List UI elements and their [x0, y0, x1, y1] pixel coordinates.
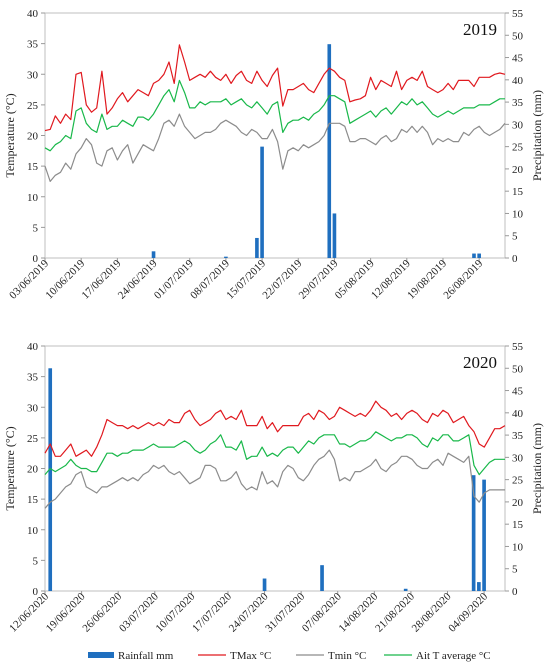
y-right-tick-label: 55 [512, 341, 524, 353]
y-left-tick-label: 40 [27, 8, 39, 20]
y-left-tick-label: 30 [27, 69, 39, 81]
rainfall-bar [482, 479, 486, 591]
y-right-tick-label: 15 [512, 186, 524, 198]
y-left-tick-label: 35 [27, 39, 39, 51]
y-left-tick-label: 25 [27, 100, 39, 112]
rainfall-bar [260, 146, 264, 258]
y-left-tick-label: 40 [27, 341, 39, 353]
y-left-tick-label: 5 [33, 555, 39, 567]
y-left-tick-label: 5 [33, 222, 39, 234]
tmax-series-line [44, 44, 506, 132]
rainfall-bar [477, 582, 481, 591]
y-right-tick-label: 40 [512, 408, 524, 420]
tavg-series-line [44, 79, 505, 152]
y-left-tick-label: 30 [27, 402, 39, 414]
rainfall-bar [262, 578, 267, 591]
y-right-tick-label: 25 [512, 475, 524, 487]
y-right-tick-label: 35 [512, 430, 524, 442]
y-right-tick-label: 45 [512, 53, 524, 65]
tmax-series-line [44, 400, 506, 457]
y-left-tick-label: 10 [27, 192, 39, 204]
y-right-tick-label: 10 [512, 541, 524, 553]
tmin-series-line [44, 449, 505, 509]
y-left-tick-label: 20 [27, 131, 39, 143]
y-right-tick-label: 15 [512, 519, 524, 531]
y-left-axis-title: Temperature (°C) [3, 426, 17, 510]
y-left-tick-label: 15 [27, 161, 39, 173]
rainfall-bar [471, 475, 476, 591]
rainfall-bar [320, 565, 324, 591]
legend: Rainfall mm TMax °C Tmin °C Ait T averag… [88, 650, 491, 662]
legend-tavg-label: Ait T average °C [416, 650, 491, 662]
y-right-tick-label: 30 [512, 452, 524, 464]
y-right-tick-label: 25 [512, 142, 524, 154]
legend-tmin-label: Tmin °C [328, 650, 366, 662]
legend-rain-swatch [88, 652, 114, 658]
y-left-tick-label: 35 [27, 372, 39, 384]
rainfall-bar [332, 213, 337, 258]
rainfall-bar [48, 368, 53, 591]
y-right-tick-label: 50 [512, 30, 524, 42]
rainfall-bar [224, 256, 228, 258]
y-right-tick-label: 20 [512, 497, 524, 509]
plot-frame [44, 345, 506, 592]
chart-panel-2019: 0510152025303540051015202530354045505503… [3, 8, 544, 302]
x-tick-label: 04/09/2020 [446, 590, 490, 634]
y-right-tick-label: 50 [512, 363, 524, 375]
y-right-tick-label: 45 [512, 386, 524, 398]
y-right-axis-title: Precipitation (mm) [530, 423, 544, 514]
y-right-tick-label: 30 [512, 119, 524, 131]
rainfall-bar [477, 253, 481, 258]
rainfall-bar [403, 588, 408, 591]
y-right-tick-label: 35 [512, 97, 524, 109]
chart-panel-2020: 0510152025303540051015202530354045505512… [3, 341, 544, 635]
y-left-tick-label: 10 [27, 525, 39, 537]
tmin-series-line [44, 113, 506, 182]
y-left-tick-label: 25 [27, 433, 39, 445]
y-right-tick-label: 0 [512, 253, 518, 265]
y-left-axis-title: Temperature (°C) [3, 93, 17, 177]
legend-tmax-label: TMax °C [230, 650, 271, 662]
y-right-tick-label: 20 [512, 164, 524, 176]
y-left-tick-label: 15 [27, 494, 39, 506]
y-right-tick-label: 5 [512, 564, 518, 576]
x-tick-label: 26/08/2019 [441, 257, 485, 301]
y-left-tick-label: 0 [33, 253, 39, 265]
tavg-series-line [44, 431, 505, 476]
y-right-axis-title: Precipitation (mm) [530, 90, 544, 181]
y-right-tick-label: 55 [512, 8, 524, 20]
year-annotation: 2019 [463, 20, 497, 39]
y-right-tick-label: 10 [512, 208, 524, 220]
legend-rain-label: Rainfall mm [118, 650, 174, 662]
y-left-tick-label: 20 [27, 464, 39, 476]
rainfall-bar [327, 44, 332, 258]
rainfall-bar [151, 251, 156, 258]
rainfall-bar [255, 237, 259, 258]
year-annotation: 2020 [463, 353, 497, 372]
y-right-tick-label: 0 [512, 586, 518, 598]
y-right-tick-label: 5 [512, 231, 518, 243]
y-right-tick-label: 40 [512, 75, 524, 87]
rainfall-bar [472, 253, 476, 258]
y-left-tick-label: 0 [33, 586, 39, 598]
